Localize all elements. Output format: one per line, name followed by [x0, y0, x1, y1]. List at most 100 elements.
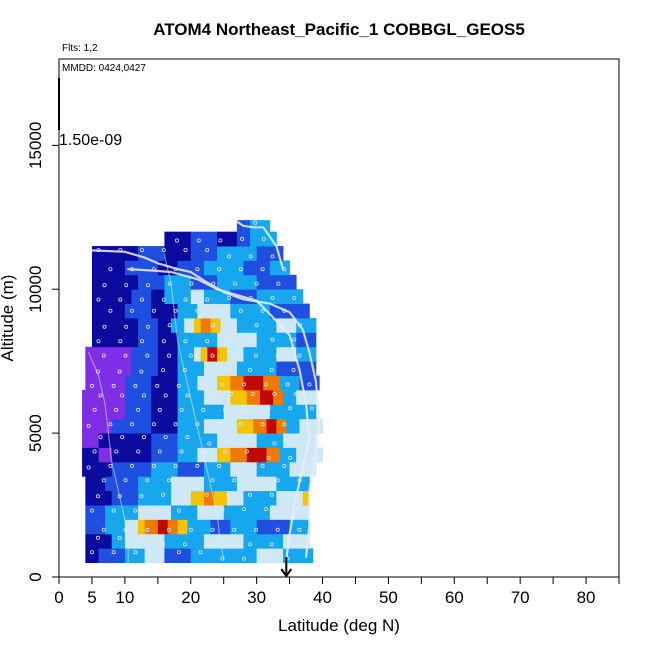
- heatmap-cell: [164, 548, 192, 564]
- observation-marker: [141, 435, 146, 440]
- observation-marker: [232, 281, 237, 286]
- observation-marker: [282, 463, 287, 468]
- heatmap-cell: [144, 548, 165, 564]
- heatmap-cell: [203, 461, 231, 477]
- observation-marker: [173, 422, 178, 427]
- heatmap-cell: [253, 418, 267, 434]
- observation-marker: [179, 449, 184, 454]
- heatmap-cell: [203, 389, 231, 405]
- heatmap-cell: [91, 332, 139, 348]
- observation-marker: [123, 527, 128, 532]
- heatmap-cell: [266, 418, 277, 434]
- heatmap-cell: [230, 447, 248, 463]
- observation-marker: [226, 492, 231, 497]
- observation-marker: [242, 507, 247, 512]
- observation-marker: [151, 422, 156, 427]
- observation-marker: [291, 542, 296, 547]
- observation-marker: [155, 383, 160, 388]
- x-axis: 0 5 10 20 30 40 50 60 70 80: [54, 577, 620, 607]
- observation-marker: [173, 267, 178, 272]
- observation-marker: [188, 478, 193, 483]
- observation-marker: [261, 236, 266, 241]
- observation-marker: [111, 550, 116, 555]
- observation-marker: [260, 463, 265, 468]
- dates-subtitle: MMDD: 0424,0427: [62, 63, 146, 74]
- observation-marker: [285, 382, 290, 387]
- y-axis: 0 5000 10000 15000: [26, 122, 59, 582]
- observation-marker: [232, 353, 237, 358]
- heatmap-cell: [296, 389, 317, 405]
- heatmap-cell: [230, 303, 271, 319]
- y-axis-label: Altitude (m): [0, 275, 17, 362]
- observation-marker: [201, 449, 206, 454]
- observation-marker: [176, 550, 181, 555]
- observation-marker: [96, 297, 101, 302]
- observation-marker: [151, 308, 156, 313]
- observation-marker: [101, 353, 106, 358]
- heatmap-cell: [236, 318, 277, 333]
- heatmap-cell: [283, 389, 297, 405]
- heatmap-cell: [217, 231, 238, 247]
- heatmap-cell: [124, 303, 152, 319]
- heatmap-cell: [269, 404, 317, 420]
- heatmap-cell: [243, 533, 284, 549]
- observation-marker: [118, 248, 123, 253]
- heatmap-cell: [250, 220, 271, 233]
- observation-marker: [198, 383, 203, 388]
- heatmap-cell: [227, 490, 244, 506]
- observation-marker: [232, 527, 237, 532]
- observation-marker: [108, 463, 113, 468]
- observation-marker: [166, 527, 171, 532]
- heatmap-cell: [124, 533, 165, 549]
- heatmap-cell: [98, 433, 152, 448]
- heatmap-cell: [124, 548, 146, 564]
- observation-marker: [226, 254, 231, 259]
- heatmap-cell: [157, 361, 178, 376]
- observation-marker: [297, 478, 302, 483]
- observation-marker: [195, 422, 200, 427]
- observation-marker: [211, 323, 216, 328]
- observation-marker: [145, 353, 150, 358]
- heatmap-cell: [197, 505, 225, 520]
- heatmap-cell: [236, 418, 254, 434]
- observation-marker: [157, 407, 162, 412]
- observation-marker: [204, 367, 209, 372]
- heatmap-cell: [177, 332, 218, 348]
- observation-marker: [266, 455, 271, 460]
- observation-marker: [238, 267, 243, 272]
- observation-marker: [145, 527, 150, 532]
- observation-marker: [207, 391, 212, 396]
- observation-marker: [304, 463, 309, 468]
- heatmap-cell: [203, 361, 238, 376]
- observation-marker: [139, 369, 144, 374]
- observation-marker: [108, 267, 113, 272]
- heatmap-cell: [98, 447, 113, 463]
- heatmap-cell: [151, 389, 178, 405]
- heatmap-cell: [82, 433, 99, 448]
- observation-marker: [285, 507, 290, 512]
- observation-marker: [269, 542, 274, 547]
- observation-marker: [166, 353, 171, 358]
- observation-marker: [210, 478, 215, 483]
- observation-marker: [294, 441, 299, 446]
- observation-marker: [157, 449, 162, 454]
- observation-marker: [240, 236, 245, 241]
- observation-marker: [263, 382, 268, 387]
- observation-marker: [248, 295, 253, 300]
- heatmap-cell: [203, 260, 244, 276]
- heatmap-cell: [91, 318, 139, 333]
- heatmap-cell: [124, 260, 159, 276]
- heatmap-cell: [157, 318, 172, 333]
- heatmap-cell: [151, 303, 178, 319]
- observation-marker: [232, 478, 237, 483]
- heatmap-cell: [217, 346, 228, 362]
- observation-marker: [89, 508, 94, 513]
- observation-marker: [95, 369, 100, 374]
- observation-marker: [185, 435, 190, 440]
- observation-marker: [291, 492, 296, 497]
- flight-tracks: [88, 220, 321, 569]
- observation-marker: [220, 556, 225, 561]
- heatmap-cell: [210, 318, 221, 333]
- heatmap-cell: [194, 318, 202, 333]
- heatmap-cell: [190, 548, 225, 564]
